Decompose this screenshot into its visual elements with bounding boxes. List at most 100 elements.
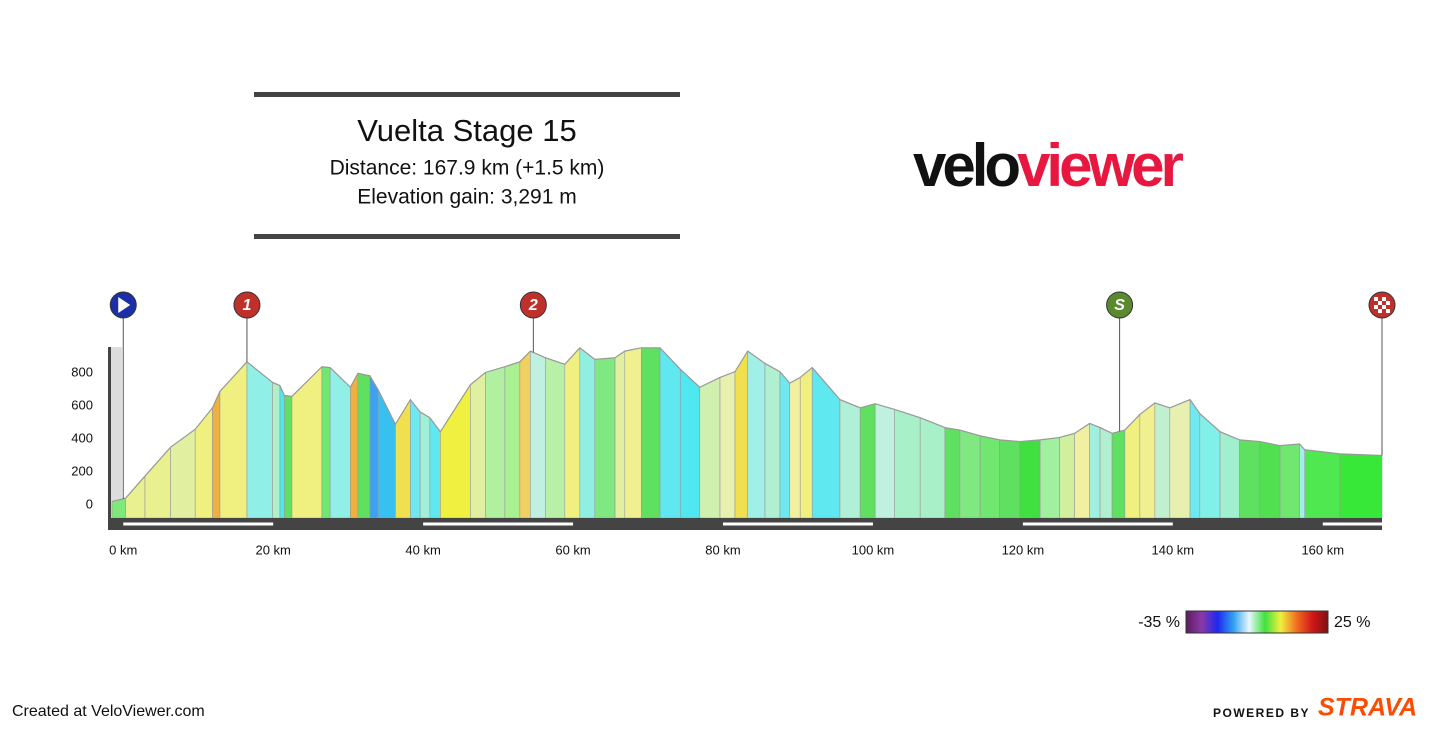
profile-segment: [350, 373, 359, 519]
profile-segment: [429, 416, 441, 519]
profile-segment: [1339, 453, 1383, 519]
profile-segment: [284, 395, 293, 519]
profile-segment: [212, 391, 221, 519]
x-tick-label: 40 km: [405, 542, 440, 557]
powered-by: POWERED BY: [1213, 706, 1310, 720]
profile-segment: [545, 357, 566, 519]
x-tick-label: 140 km: [1152, 542, 1195, 557]
profile-segment: [470, 371, 486, 519]
profile-segment: [1111, 429, 1126, 519]
profile-segment: [719, 371, 736, 519]
profile-segment: [369, 374, 379, 519]
marker: [233, 291, 261, 319]
profile-segment: [1189, 398, 1201, 519]
profile-segment: [614, 350, 626, 519]
profile-segment: [1279, 443, 1300, 519]
profile-segment: [170, 428, 196, 519]
profile-segment: [799, 366, 813, 519]
legend-min: -35 %: [1138, 614, 1180, 631]
title: Vuelta Stage 15: [357, 113, 576, 148]
profile-segment: [291, 366, 323, 519]
header-rule: [254, 234, 680, 239]
profile-segment: [357, 372, 371, 519]
profile-segment: [440, 383, 471, 519]
profile-segment: [1124, 413, 1141, 519]
y-tick-label: 400: [71, 431, 93, 446]
profile-segment: [1304, 449, 1341, 519]
profile-segment: [1139, 402, 1156, 519]
profile-segment: [144, 446, 171, 519]
profile-outline: [111, 347, 1383, 503]
profile-segment: [504, 361, 521, 519]
profile-segment: [321, 366, 331, 519]
profile-segment: [624, 347, 642, 519]
x-tick-label: 20 km: [255, 542, 290, 557]
profile-segment: [219, 361, 248, 519]
finish-icon: [1386, 301, 1390, 305]
profile-segment: [279, 385, 285, 519]
profile-segment: [640, 347, 661, 519]
profile-segment: [811, 366, 841, 519]
profile-segment: [564, 347, 581, 519]
x-tick-label: 160 km: [1301, 542, 1344, 557]
subtitle: Elevation gain: 3,291 m: [357, 186, 576, 209]
profile-segment: [246, 361, 273, 519]
profile-segment: [1259, 441, 1281, 519]
profile-segment: [485, 366, 506, 519]
finish-icon: [1374, 297, 1378, 301]
profile-segment: [979, 435, 1000, 519]
legend-bar: [1185, 610, 1329, 634]
start-icon: [118, 297, 131, 313]
profile-segment: [194, 406, 213, 519]
profile-segment: [747, 350, 766, 519]
profile-segment: [789, 376, 801, 519]
profile-segment: [1299, 443, 1306, 519]
profile-segment: [395, 398, 411, 519]
y-tick-label: 200: [71, 463, 93, 478]
marker-label: 2: [528, 297, 538, 314]
finish-icon: [1378, 301, 1382, 305]
y-tick-label: 0: [86, 496, 93, 511]
profile-segment: [410, 398, 421, 519]
profile-segment: [999, 439, 1021, 519]
profile-segment: [944, 427, 961, 519]
finish-icon: [1374, 305, 1378, 309]
profile-segment: [839, 399, 861, 519]
x-tick-label: 0 km: [109, 542, 137, 557]
profile-segment: [377, 389, 396, 519]
finish-icon: [1382, 297, 1386, 301]
profile-segment: [1089, 423, 1101, 519]
profile-segment: [1239, 439, 1261, 519]
marker-label: S: [1114, 297, 1125, 314]
profile-segment: [734, 350, 749, 519]
profile-segment: [779, 370, 791, 519]
profile-segment: [1099, 427, 1113, 519]
profile-segment: [419, 411, 431, 519]
logo-right: viewer: [1017, 132, 1183, 199]
profile-segment: [659, 347, 681, 519]
profile-segment: [272, 381, 281, 519]
marker-label: 1: [242, 297, 251, 314]
profile-segment: [1154, 402, 1171, 519]
marker: [519, 291, 547, 319]
profile-segment: [919, 417, 946, 519]
finish-icon: [1386, 309, 1390, 313]
y-tick-label: 600: [71, 398, 93, 413]
profile-segment: [579, 347, 596, 519]
finish-icon: [1378, 309, 1382, 313]
profile-segment: [959, 429, 981, 519]
profile-segment: [519, 350, 531, 519]
profile-segment: [1169, 399, 1191, 519]
subtitle: Distance: 167.9 km (+1.5 km): [330, 157, 605, 180]
logo: veloviewer: [913, 132, 1184, 199]
profile-segment: [1074, 422, 1090, 519]
y-tick-label: 800: [71, 365, 93, 380]
profile-segment: [594, 357, 616, 519]
legend-max: 25 %: [1334, 614, 1370, 631]
profile-segment: [894, 409, 921, 519]
x-tick-label: 120 km: [1002, 542, 1045, 557]
strava: STRAVA: [1318, 694, 1417, 722]
profile-segment: [329, 366, 351, 519]
profile-segment: [859, 403, 876, 519]
